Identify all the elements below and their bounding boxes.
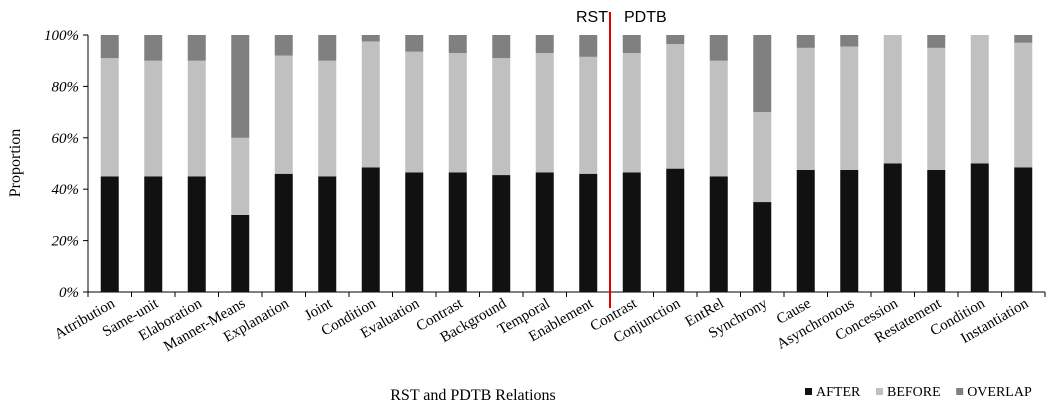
bar-segment-after: [753, 202, 772, 292]
legend-swatch-overlap: [956, 388, 964, 395]
bar-segment-before: [535, 52, 554, 173]
bar-segment-after: [622, 172, 641, 292]
bar-segment-after: [318, 176, 337, 292]
bar-segment-after: [405, 172, 424, 292]
x-axis-label: RST and PDTB Relations: [390, 387, 556, 404]
bar-segment-overlap: [448, 35, 467, 53]
divider-left-label: RST: [576, 9, 608, 26]
bar-segment-before: [709, 60, 728, 177]
bar-segment-after: [361, 167, 380, 292]
bar-segment-before: [405, 51, 424, 173]
bar-segment-after: [840, 169, 859, 292]
bar-segment-before: [448, 52, 467, 173]
bar-segment-overlap: [753, 35, 772, 113]
y-tick-label: 60%: [52, 131, 80, 147]
bar-segment-overlap: [100, 35, 119, 59]
bar-segment-before: [666, 43, 685, 169]
bar-segment-before: [579, 56, 598, 174]
bar-segment-after: [579, 173, 598, 292]
y-tick-label: 0%: [59, 285, 79, 301]
bar-segment-after: [927, 169, 946, 292]
bar-segment-after: [1014, 167, 1033, 292]
bar-segment-overlap: [840, 35, 859, 47]
bar-segment-after: [187, 176, 206, 292]
legend-label-before: BEFORE: [887, 385, 941, 400]
bar-segment-overlap: [492, 35, 511, 59]
bar-segment-overlap: [622, 35, 641, 53]
bar-segment-overlap: [405, 35, 424, 52]
bar-segment-after: [796, 169, 815, 292]
bar-segment-overlap: [187, 35, 206, 61]
bar-segment-before: [970, 35, 989, 164]
bar-segment-overlap: [927, 35, 946, 48]
bar-segment-before: [753, 112, 772, 203]
bar-segment-after: [144, 176, 163, 292]
bar-segment-overlap: [579, 35, 598, 57]
bar-segment-overlap: [144, 35, 163, 61]
bar-segment-overlap: [274, 35, 293, 56]
bar-segment-after: [970, 163, 989, 292]
divider-right-label: PDTB: [624, 9, 667, 26]
bar-segment-after: [492, 175, 511, 292]
bar-segment-before: [622, 52, 641, 173]
bar-segment-after: [448, 172, 467, 292]
bar-segment-after: [883, 163, 902, 292]
bar-segment-before: [361, 41, 380, 168]
legend-label-overlap: OVERLAP: [967, 385, 1032, 400]
y-tick-label: 40%: [52, 182, 80, 198]
bar-segment-after: [666, 168, 685, 292]
bar-segment-before: [144, 60, 163, 177]
bar-segment-overlap: [1014, 35, 1033, 43]
bar-segment-before: [492, 58, 511, 176]
bar-segment-after: [535, 172, 554, 292]
bar-segment-after: [709, 176, 728, 292]
bar-segment-overlap: [361, 35, 380, 42]
bar-segment-after: [274, 173, 293, 292]
y-axis-label: Proportion: [7, 129, 24, 197]
bar-segment-after: [100, 176, 119, 292]
legend-label-after: AFTER: [816, 385, 861, 400]
bar-segment-before: [1014, 42, 1033, 168]
bar-segment-before: [840, 46, 859, 170]
bar-segment-after: [231, 214, 250, 292]
legend: AFTER BEFORE OVERLAP: [805, 385, 1032, 400]
bar-segment-before: [187, 60, 206, 177]
y-tick-label: 80%: [52, 79, 80, 95]
bar-segment-before: [231, 137, 250, 215]
bar-segment-overlap: [666, 35, 685, 44]
legend-swatch-after: [805, 388, 812, 395]
bar-segment-before: [927, 47, 946, 170]
y-tick-label: 20%: [52, 234, 80, 250]
bar-segment-before: [100, 58, 119, 177]
bar-segment-before: [318, 60, 337, 177]
bar-segment-before: [796, 47, 815, 170]
y-tick-label: 100%: [44, 28, 79, 44]
legend-swatch-before: [876, 388, 883, 395]
bar-segment-overlap: [231, 35, 250, 138]
bar-segment-overlap: [318, 35, 337, 61]
bar-segment-overlap: [535, 35, 554, 53]
bar-segment-overlap: [796, 35, 815, 48]
bar-segment-overlap: [709, 35, 728, 61]
bar-segment-before: [274, 55, 293, 174]
bar-segment-before: [883, 35, 902, 164]
